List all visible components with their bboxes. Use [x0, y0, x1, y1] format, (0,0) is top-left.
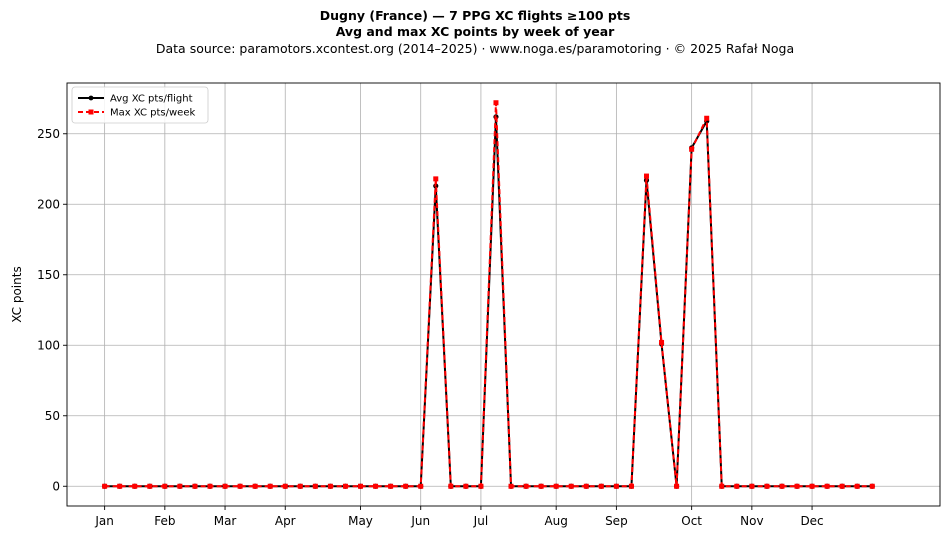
- x-tick-label: Jun: [410, 514, 430, 528]
- data-point-max: [327, 483, 333, 489]
- chart-title: Dugny (France) — 7 PPG XC flights ≥100 p…: [319, 8, 631, 23]
- data-point-max: [523, 483, 529, 489]
- data-point-max: [147, 483, 153, 489]
- data-point-max: [448, 483, 454, 489]
- x-tick-label: Feb: [154, 514, 175, 528]
- data-point-max: [222, 483, 228, 489]
- data-point-max: [162, 483, 168, 489]
- x-tick-label: Apr: [275, 514, 296, 528]
- data-point-max: [373, 483, 379, 489]
- chart-title-block: Dugny (France) — 7 PPG XC flights ≥100 p…: [0, 8, 950, 57]
- x-tick-label: Jul: [473, 514, 488, 528]
- data-point-max: [824, 483, 830, 489]
- y-tick-label: 100: [37, 338, 60, 352]
- data-point-max: [267, 483, 273, 489]
- x-tick-label: Aug: [544, 514, 567, 528]
- x-tick-label: Nov: [740, 514, 763, 528]
- data-point-max: [388, 483, 394, 489]
- data-point-max: [358, 483, 364, 489]
- data-point-max: [598, 483, 604, 489]
- data-point-max: [704, 115, 710, 121]
- data-point-max: [613, 483, 619, 489]
- data-point-max: [237, 483, 243, 489]
- data-point-max: [659, 339, 665, 345]
- plot-frame: [66, 82, 941, 507]
- data-point-max: [628, 483, 634, 489]
- data-point-max: [809, 483, 815, 489]
- x-tick-label: Jan: [94, 514, 114, 528]
- data-point-max: [508, 483, 514, 489]
- legend-marker-avg: [88, 95, 94, 101]
- y-tick-label: 150: [37, 268, 60, 282]
- chart-source-note: Data source: paramotors.xcontest.org (20…: [155, 41, 795, 56]
- legend-label-avg: Avg XC pts/flight: [110, 94, 193, 105]
- data-point-max: [403, 483, 409, 489]
- data-point-max: [764, 483, 770, 489]
- data-point-max: [252, 483, 258, 489]
- legend-box: [71, 86, 209, 124]
- data-point-max: [282, 483, 288, 489]
- y-tick-label: 0: [52, 479, 60, 493]
- data-point-max: [749, 483, 755, 489]
- y-tick-label: 200: [37, 197, 60, 211]
- data-point-max: [719, 483, 725, 489]
- data-point-max: [117, 483, 123, 489]
- data-point-max: [643, 173, 649, 179]
- data-point-max: [433, 176, 439, 182]
- data-point-max: [869, 483, 875, 489]
- data-point-max: [312, 483, 318, 489]
- x-tick-label: Sep: [605, 514, 628, 528]
- data-point-max: [102, 483, 108, 489]
- data-point-max: [674, 483, 680, 489]
- data-point-max: [478, 483, 484, 489]
- data-point-max: [177, 483, 183, 489]
- data-point-max: [192, 483, 198, 489]
- data-point-max: [583, 483, 589, 489]
- x-tick-label: Dec: [800, 514, 823, 528]
- legend-marker-max: [88, 109, 94, 115]
- data-point-max: [839, 483, 845, 489]
- x-tick-label: Oct: [681, 514, 702, 528]
- data-point-max: [342, 483, 348, 489]
- data-point-max: [689, 146, 695, 152]
- y-tick-label: 250: [37, 127, 60, 141]
- data-point-max: [493, 100, 499, 106]
- data-point-max: [538, 483, 544, 489]
- y-tick-label: 50: [45, 409, 60, 423]
- y-axis-label: XC points: [10, 266, 24, 322]
- data-point-max: [463, 483, 469, 489]
- x-tick-label: May: [348, 514, 373, 528]
- data-point-max: [297, 483, 303, 489]
- series-line-max: [104, 101, 873, 488]
- data-point-max: [568, 483, 574, 489]
- data-point-max: [779, 483, 785, 489]
- chart-subtitle: Avg and max XC points by week of year: [335, 24, 615, 39]
- data-point-max: [794, 483, 800, 489]
- data-point-max: [207, 483, 213, 489]
- data-point-max: [734, 483, 740, 489]
- data-point-max: [854, 483, 860, 489]
- data-point-max: [553, 483, 559, 489]
- data-point-max: [132, 483, 138, 489]
- legend-label-max: Max XC pts/week: [110, 108, 195, 119]
- data-point-max: [418, 483, 424, 489]
- x-tick-label: Mar: [214, 514, 237, 528]
